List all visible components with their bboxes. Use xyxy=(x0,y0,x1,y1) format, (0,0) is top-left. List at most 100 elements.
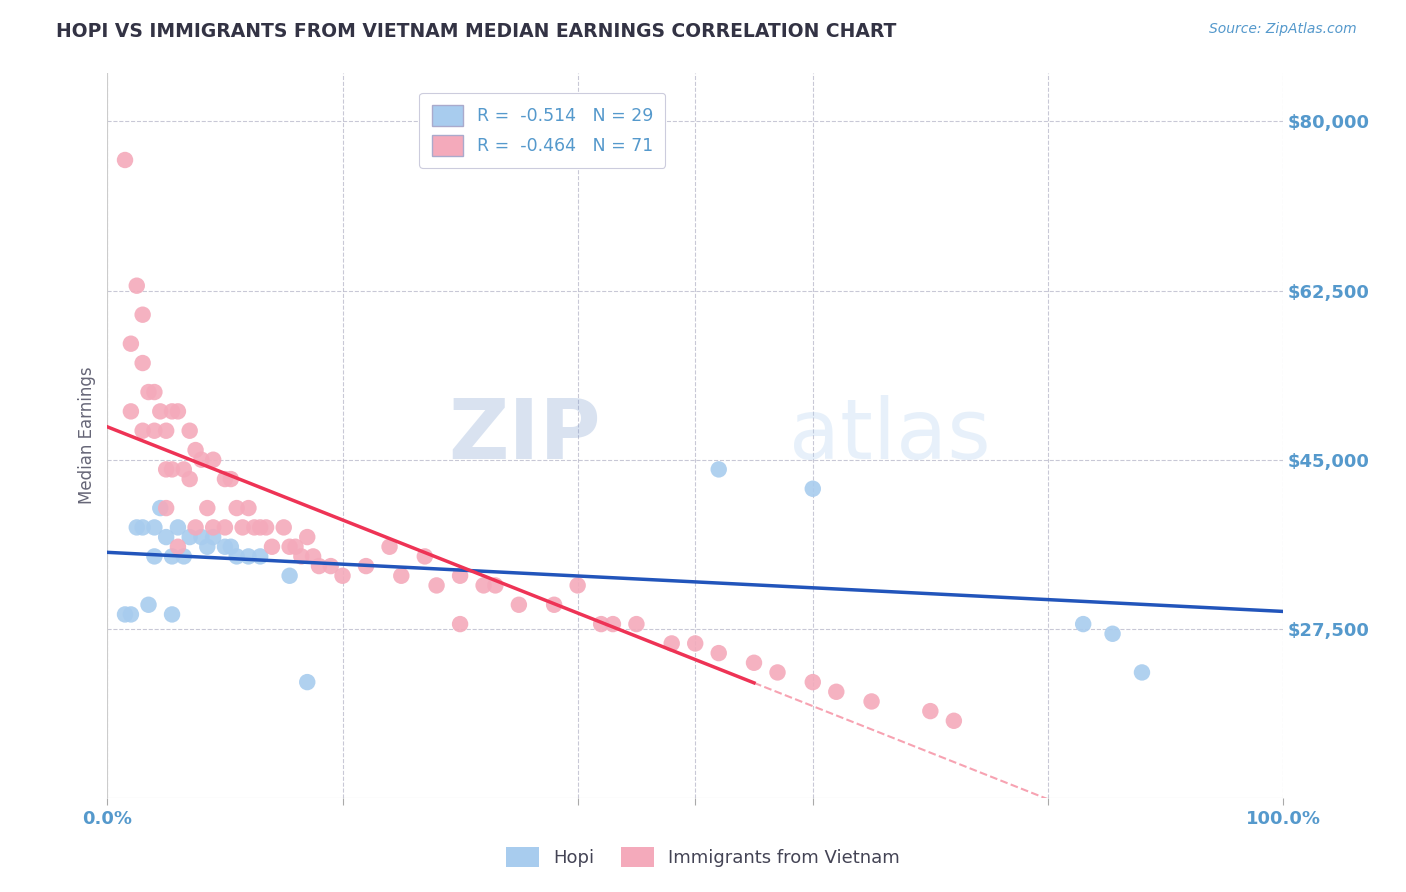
Point xyxy=(214,520,236,534)
Point xyxy=(661,636,683,650)
Point xyxy=(202,452,225,467)
Point xyxy=(195,540,218,554)
Point xyxy=(449,568,471,582)
Point xyxy=(179,424,201,438)
Point xyxy=(426,578,449,592)
Point xyxy=(179,530,201,544)
Point xyxy=(195,501,218,516)
Point xyxy=(225,549,247,564)
Point xyxy=(184,520,207,534)
Point xyxy=(567,578,589,592)
Point xyxy=(766,665,789,680)
Point xyxy=(302,549,325,564)
Point xyxy=(155,501,177,516)
Point xyxy=(1071,617,1094,632)
Point xyxy=(284,540,307,554)
Point xyxy=(354,559,377,574)
Text: Source: ZipAtlas.com: Source: ZipAtlas.com xyxy=(1209,22,1357,37)
Point xyxy=(238,549,260,564)
Point xyxy=(167,540,190,554)
Point xyxy=(120,607,142,622)
Point xyxy=(190,452,212,467)
Point xyxy=(190,530,212,544)
Point xyxy=(413,549,436,564)
Point xyxy=(278,568,301,582)
Point xyxy=(214,540,236,554)
Point xyxy=(273,520,295,534)
Point xyxy=(602,617,624,632)
Point xyxy=(742,656,765,670)
Point xyxy=(138,385,160,400)
Point xyxy=(114,607,136,622)
Point xyxy=(626,617,648,632)
Point xyxy=(308,559,330,574)
Point xyxy=(297,675,319,690)
Point xyxy=(131,308,153,322)
Point xyxy=(801,675,824,690)
Point xyxy=(167,404,190,418)
Point xyxy=(179,472,201,486)
Point xyxy=(543,598,565,612)
Point xyxy=(160,549,183,564)
Point xyxy=(184,443,207,458)
Point xyxy=(219,472,242,486)
Point xyxy=(825,685,848,699)
Text: ZIP: ZIP xyxy=(449,395,602,476)
Point xyxy=(260,540,283,554)
Point xyxy=(131,424,153,438)
Point xyxy=(332,568,354,582)
Point xyxy=(860,694,883,708)
Point xyxy=(232,520,254,534)
Point xyxy=(120,404,142,418)
Y-axis label: Median Earnings: Median Earnings xyxy=(79,367,96,504)
Point xyxy=(160,404,183,418)
Point xyxy=(449,617,471,632)
Point xyxy=(143,549,166,564)
Point xyxy=(167,520,190,534)
Point xyxy=(243,520,266,534)
Point xyxy=(143,424,166,438)
Point xyxy=(249,549,271,564)
Point xyxy=(801,482,824,496)
Point xyxy=(120,336,142,351)
Point xyxy=(249,520,271,534)
Point xyxy=(131,356,153,370)
Point xyxy=(214,472,236,486)
Point xyxy=(155,424,177,438)
Point xyxy=(160,462,183,476)
Point xyxy=(143,520,166,534)
Point xyxy=(155,530,177,544)
Point xyxy=(225,501,247,516)
Point xyxy=(155,462,177,476)
Point xyxy=(297,530,319,544)
Legend: R =  -0.514   N = 29, R =  -0.464   N = 71: R = -0.514 N = 29, R = -0.464 N = 71 xyxy=(419,93,665,168)
Point xyxy=(472,578,495,592)
Point xyxy=(683,636,706,650)
Point xyxy=(125,520,148,534)
Point xyxy=(707,646,730,660)
Point xyxy=(219,540,242,554)
Point xyxy=(920,704,942,718)
Point xyxy=(378,540,401,554)
Legend: Hopi, Immigrants from Vietnam: Hopi, Immigrants from Vietnam xyxy=(499,839,907,874)
Point xyxy=(143,385,166,400)
Text: atlas: atlas xyxy=(789,395,991,476)
Point xyxy=(138,598,160,612)
Point xyxy=(149,501,172,516)
Point xyxy=(707,462,730,476)
Point xyxy=(131,520,153,534)
Point xyxy=(508,598,530,612)
Point xyxy=(173,549,195,564)
Point xyxy=(1130,665,1153,680)
Point xyxy=(160,607,183,622)
Point xyxy=(149,404,172,418)
Point xyxy=(254,520,277,534)
Point xyxy=(484,578,506,592)
Point xyxy=(319,559,342,574)
Point xyxy=(389,568,412,582)
Point xyxy=(202,520,225,534)
Point xyxy=(173,462,195,476)
Point xyxy=(114,153,136,167)
Text: HOPI VS IMMIGRANTS FROM VIETNAM MEDIAN EARNINGS CORRELATION CHART: HOPI VS IMMIGRANTS FROM VIETNAM MEDIAN E… xyxy=(56,22,897,41)
Point xyxy=(202,530,225,544)
